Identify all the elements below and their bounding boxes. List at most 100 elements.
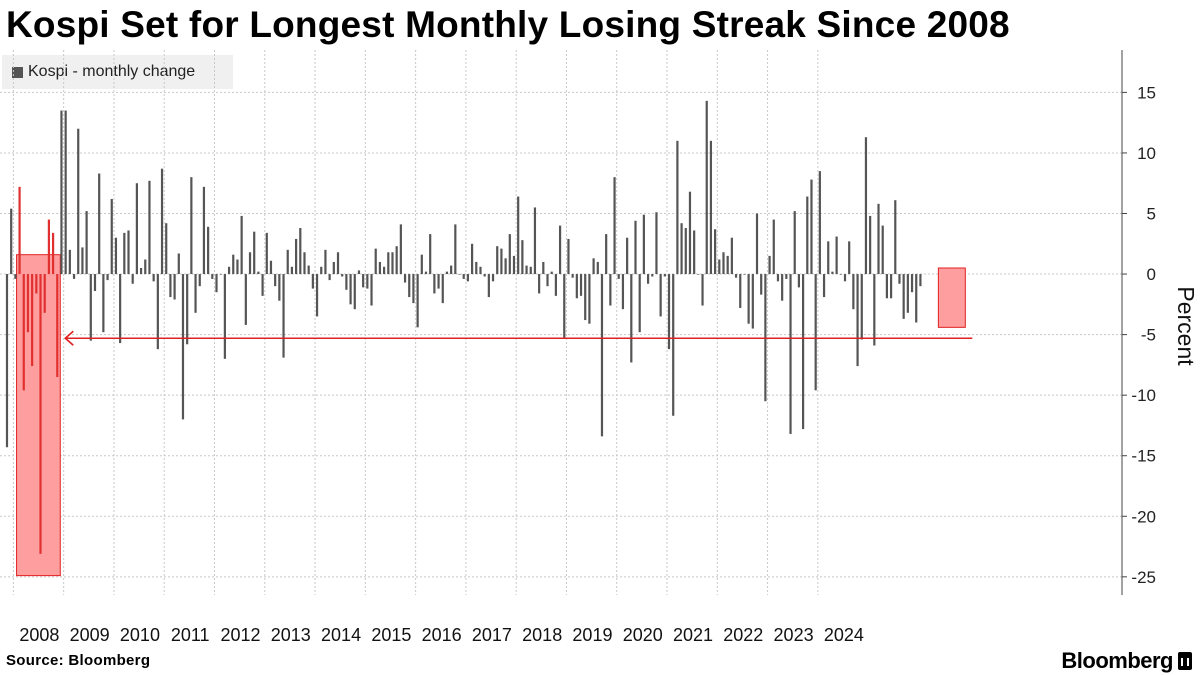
bar bbox=[667, 274, 671, 350]
bar bbox=[387, 252, 390, 275]
bar bbox=[663, 274, 666, 277]
bar bbox=[148, 180, 151, 275]
bar bbox=[525, 265, 528, 275]
bar bbox=[592, 258, 595, 275]
bar bbox=[697, 274, 700, 275]
chart-title: Kospi Set for Longest Monthly Losing Str… bbox=[6, 4, 1010, 45]
bar bbox=[550, 271, 553, 275]
source-note: Source: Bloomberg bbox=[6, 652, 151, 669]
bar bbox=[508, 234, 511, 275]
bar bbox=[290, 266, 294, 275]
bar bbox=[831, 271, 834, 275]
bar bbox=[31, 274, 34, 367]
bar bbox=[881, 225, 884, 275]
bar bbox=[433, 274, 436, 294]
bar bbox=[43, 274, 46, 313]
bar bbox=[299, 228, 302, 275]
bar bbox=[10, 208, 13, 275]
bar bbox=[877, 203, 880, 275]
bar bbox=[98, 173, 101, 275]
bar bbox=[856, 274, 859, 367]
bar bbox=[39, 274, 42, 554]
bar bbox=[383, 266, 386, 275]
bar bbox=[714, 229, 717, 275]
bar bbox=[315, 274, 319, 317]
bar bbox=[127, 230, 130, 275]
bar bbox=[802, 274, 805, 430]
bar bbox=[571, 274, 574, 278]
bar bbox=[408, 274, 411, 298]
x-tick-label: 2021 bbox=[673, 625, 713, 645]
bar bbox=[445, 271, 449, 275]
bar bbox=[835, 236, 838, 275]
bar bbox=[26, 274, 30, 333]
bar bbox=[563, 274, 566, 339]
bar bbox=[638, 274, 641, 333]
y-tick-label: 10 bbox=[1137, 144, 1156, 163]
bar bbox=[676, 140, 679, 275]
bar bbox=[391, 252, 394, 275]
bar bbox=[64, 110, 67, 275]
bar bbox=[688, 191, 692, 275]
bar bbox=[613, 177, 616, 275]
bar bbox=[869, 215, 872, 275]
bar bbox=[22, 274, 25, 391]
bar bbox=[466, 274, 469, 282]
bar bbox=[341, 274, 344, 277]
bar bbox=[521, 240, 524, 275]
bar bbox=[114, 237, 118, 275]
legend-label: Kospi - monthly change bbox=[28, 63, 196, 80]
y-tick-label: 15 bbox=[1137, 83, 1156, 102]
bar bbox=[605, 234, 608, 275]
bar bbox=[902, 274, 905, 319]
bar bbox=[919, 274, 922, 287]
x-tick-label: 2017 bbox=[472, 625, 512, 645]
bar bbox=[156, 274, 159, 350]
bar bbox=[651, 274, 654, 277]
bar bbox=[860, 274, 863, 340]
bar bbox=[621, 274, 625, 310]
bar bbox=[709, 140, 713, 275]
bar bbox=[336, 252, 340, 275]
bar bbox=[743, 274, 746, 275]
bar bbox=[353, 274, 356, 310]
bar bbox=[420, 254, 423, 275]
bar bbox=[311, 274, 314, 289]
bar bbox=[77, 128, 80, 275]
bar bbox=[889, 274, 893, 299]
bar bbox=[843, 274, 847, 282]
bar bbox=[119, 274, 122, 344]
bar bbox=[265, 232, 268, 275]
bar bbox=[131, 274, 134, 284]
bar bbox=[349, 274, 352, 305]
bar bbox=[517, 196, 520, 275]
x-tick-label: 2016 bbox=[422, 625, 462, 645]
bar bbox=[626, 237, 629, 275]
x-tick-label: 2020 bbox=[623, 625, 663, 645]
bar bbox=[915, 274, 918, 323]
y-tick-label: 0 bbox=[1147, 265, 1156, 284]
x-tick-label: 2019 bbox=[572, 625, 612, 645]
bar bbox=[295, 238, 298, 275]
bar bbox=[14, 274, 17, 279]
x-tick-label: 2009 bbox=[70, 625, 110, 645]
bar bbox=[144, 259, 147, 275]
bar bbox=[768, 255, 771, 275]
bar bbox=[441, 274, 444, 304]
bar bbox=[424, 271, 428, 275]
bar bbox=[781, 274, 784, 301]
bar bbox=[701, 274, 704, 306]
bar bbox=[487, 274, 490, 298]
bar bbox=[575, 274, 578, 299]
bar bbox=[286, 249, 289, 275]
bar bbox=[47, 219, 50, 275]
y-tick-label: 5 bbox=[1147, 205, 1156, 224]
bar bbox=[18, 186, 21, 275]
bar bbox=[307, 265, 310, 275]
bar bbox=[810, 179, 813, 275]
bar bbox=[227, 266, 231, 275]
bar bbox=[538, 274, 541, 294]
bar bbox=[303, 252, 306, 275]
bar bbox=[139, 268, 143, 275]
bar bbox=[72, 274, 76, 279]
